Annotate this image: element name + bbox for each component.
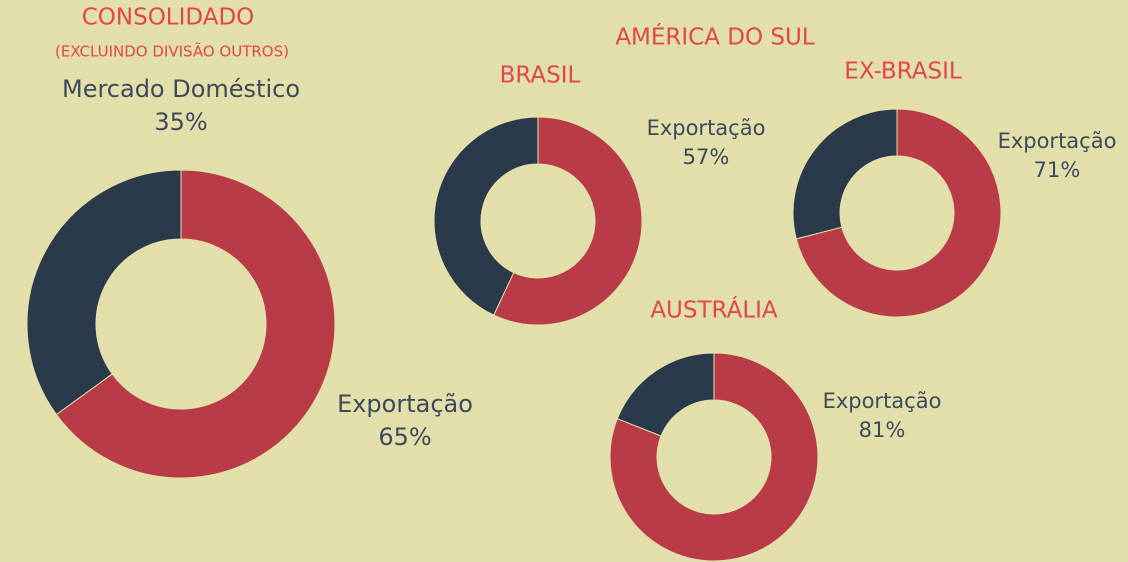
slice-label: Exportação [823, 389, 942, 413]
slice-label: Mercado Doméstico [62, 75, 300, 103]
donut-slice [609, 352, 819, 562]
slice-label: Exportação [337, 390, 473, 418]
slice-label: Exportação [647, 116, 766, 140]
slice-label: Exportação [998, 129, 1117, 153]
donut-slice [792, 108, 898, 240]
slice-value-label: 81% [859, 418, 906, 442]
donut-slice [616, 352, 715, 437]
chart-title: CONSOLIDADO [82, 5, 255, 31]
donut-slice [493, 116, 643, 326]
donut-slice [433, 116, 539, 316]
chart-subtitle: (EXCLUINDO DIVISÃO OUTROS) [55, 42, 289, 61]
group-title: AMÉRICA DO SUL [615, 23, 815, 51]
slice-value-label: 65% [378, 423, 431, 451]
chart-title: EX-BRASIL [844, 59, 962, 85]
donut-slice [55, 169, 336, 479]
slice-value-label: 35% [154, 108, 207, 136]
donut-slice [795, 108, 1002, 318]
slice-value-label: 71% [1034, 158, 1081, 182]
donut-slice [26, 169, 182, 416]
chart-title: AUSTRÁLIA [650, 296, 778, 324]
chart-title: BRASIL [500, 63, 581, 89]
slice-value-label: 57% [683, 145, 730, 169]
